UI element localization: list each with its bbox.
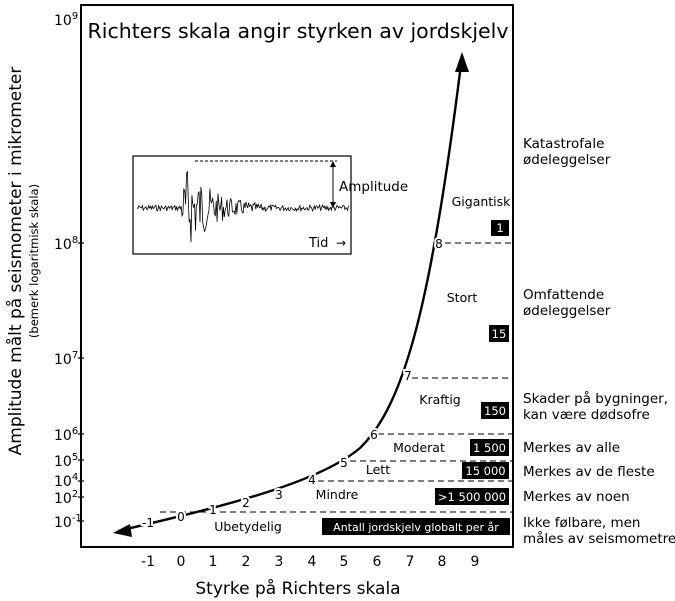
diagram-title: Richters skala angir styrken av jordskje… <box>88 19 509 43</box>
curve-point-label: 3 <box>275 488 283 502</box>
amplitude-arrow-head-down <box>330 202 336 208</box>
x-tick-label: 7 <box>406 554 415 570</box>
category-name-kraftig: Kraftig <box>419 392 461 407</box>
category-name-stort: Stort <box>447 290 478 305</box>
category-name-moderat: Moderat <box>393 440 445 455</box>
curve-point-label: 2 <box>242 496 250 510</box>
curve-point-label: 0 <box>177 510 185 524</box>
x-tick-label: 8 <box>438 554 447 570</box>
badge-bg <box>322 518 510 535</box>
count-legend: Antall jordskjelv globalt per år <box>333 521 499 534</box>
amplitude-arrow-head-up <box>330 161 336 167</box>
category-name-mindre: Mindre <box>316 487 359 502</box>
y-tick: 105 <box>54 452 78 470</box>
y-tick: 104 <box>54 472 78 490</box>
inset-frame <box>132 155 352 255</box>
svg-text:106: 106 <box>54 426 78 444</box>
curve-point-label: 6 <box>370 428 378 442</box>
y-tick: 102 <box>54 489 78 507</box>
effect-mindre: Merkes av noen <box>523 489 630 505</box>
x-tick-label: -1 <box>141 554 155 570</box>
seismogram-trace <box>136 170 349 243</box>
count-badges: 1 15 150 1 500 15 000 >1 500 000 Antall … <box>322 220 510 535</box>
time-label: Tid <box>308 236 328 251</box>
count-badge: 1 <box>496 221 503 235</box>
x-axis-label: Styrke på Richters skala <box>195 578 400 599</box>
count-badge: 1 500 <box>473 441 506 455</box>
count-badge: 15 000 <box>465 464 505 478</box>
curve-arrow-up <box>455 52 469 72</box>
effect-stort: Omfattende ødeleggelser <box>523 287 611 319</box>
badge-bg <box>435 488 509 505</box>
y-axis-note: (bemerk logaritmisk skala) <box>27 184 41 338</box>
y-axis-label-group: Amplitude målt på seismometer i mikromet… <box>5 67 26 456</box>
curve-point-label: -1 <box>142 516 154 530</box>
category-name-lett: Lett <box>366 462 390 477</box>
category-name-gigantisk: Gigantisk <box>452 194 512 209</box>
category-name-ubetydelig: Ubetydelig <box>214 519 282 534</box>
magnitude-curve <box>113 52 469 537</box>
y-tick: 108 <box>54 235 78 253</box>
seismogram-inset: Amplitude Tid → <box>132 155 408 255</box>
x-tick-label: 9 <box>471 554 480 570</box>
curve-point-label: 1 <box>209 503 217 517</box>
time-arrow-icon: → <box>336 236 346 250</box>
x-tick-label: 4 <box>308 554 317 570</box>
curve-point-label: 5 <box>340 456 348 470</box>
curve-point-label: 4 <box>308 473 316 487</box>
x-tick-label: 6 <box>373 554 382 570</box>
badge-bg <box>462 462 509 479</box>
curve-arrow-left <box>113 524 132 537</box>
x-tick-label: 5 <box>340 554 349 570</box>
effect-gigantisk: Katastrofale ødeleggelser <box>523 136 611 168</box>
x-ticks: -1 0 1 2 3 4 5 6 7 8 9 <box>141 554 479 570</box>
category-names: Gigantisk Stort Kraftig Moderat Lett Min… <box>214 194 511 534</box>
curve-point-label: 8 <box>435 237 443 251</box>
badge-bg <box>489 325 509 342</box>
plot-frame <box>80 4 514 548</box>
y-axis-label: Amplitude målt på seismometer i mikromet… <box>5 67 26 456</box>
count-badge: >1 500 000 <box>438 490 506 504</box>
svg-text:105: 105 <box>54 452 78 470</box>
y-tick: 109 <box>54 11 78 29</box>
curve-line <box>117 55 464 533</box>
x-tick-label: 0 <box>177 554 186 570</box>
x-tick-label: 2 <box>242 554 251 570</box>
effect-moderat: Merkes av alle <box>523 440 620 456</box>
effect-kraftig: Skader på bygninger, kan være dødsofre <box>523 390 672 423</box>
x-tick-label: 3 <box>275 554 284 570</box>
curve-point-labels: -1 0 1 2 3 4 5 6 7 8 <box>140 235 445 532</box>
y-tick: 107 <box>54 350 78 368</box>
count-badge: 15 <box>492 327 507 341</box>
curve-point-label: 7 <box>404 369 412 383</box>
svg-text:107: 107 <box>54 350 78 368</box>
effect-ubetydelig: Ikke følbare, men måles av seismometre <box>523 515 675 547</box>
x-tick-label: 1 <box>209 554 218 570</box>
svg-text:109: 109 <box>54 11 78 29</box>
y-tick: 10-1 <box>54 513 82 531</box>
svg-text:102: 102 <box>54 489 78 507</box>
y-ticks: 109 108 107 106 105 104 102 10-1 <box>54 11 84 531</box>
category-boundaries <box>160 242 513 513</box>
effects-column: Katastrofale ødeleggelser Omfattende øde… <box>523 136 675 547</box>
effect-lett: Merkes av de fleste <box>523 464 655 480</box>
amplitude-label: Amplitude <box>339 179 408 195</box>
badge-bg <box>491 220 509 236</box>
badge-bg <box>470 439 509 456</box>
y-tick: 106 <box>54 426 78 444</box>
svg-text:108: 108 <box>54 235 78 253</box>
badge-bg <box>481 402 509 419</box>
svg-text:10-1: 10-1 <box>54 513 82 531</box>
svg-text:104: 104 <box>54 472 78 490</box>
count-badge: 150 <box>484 404 506 418</box>
